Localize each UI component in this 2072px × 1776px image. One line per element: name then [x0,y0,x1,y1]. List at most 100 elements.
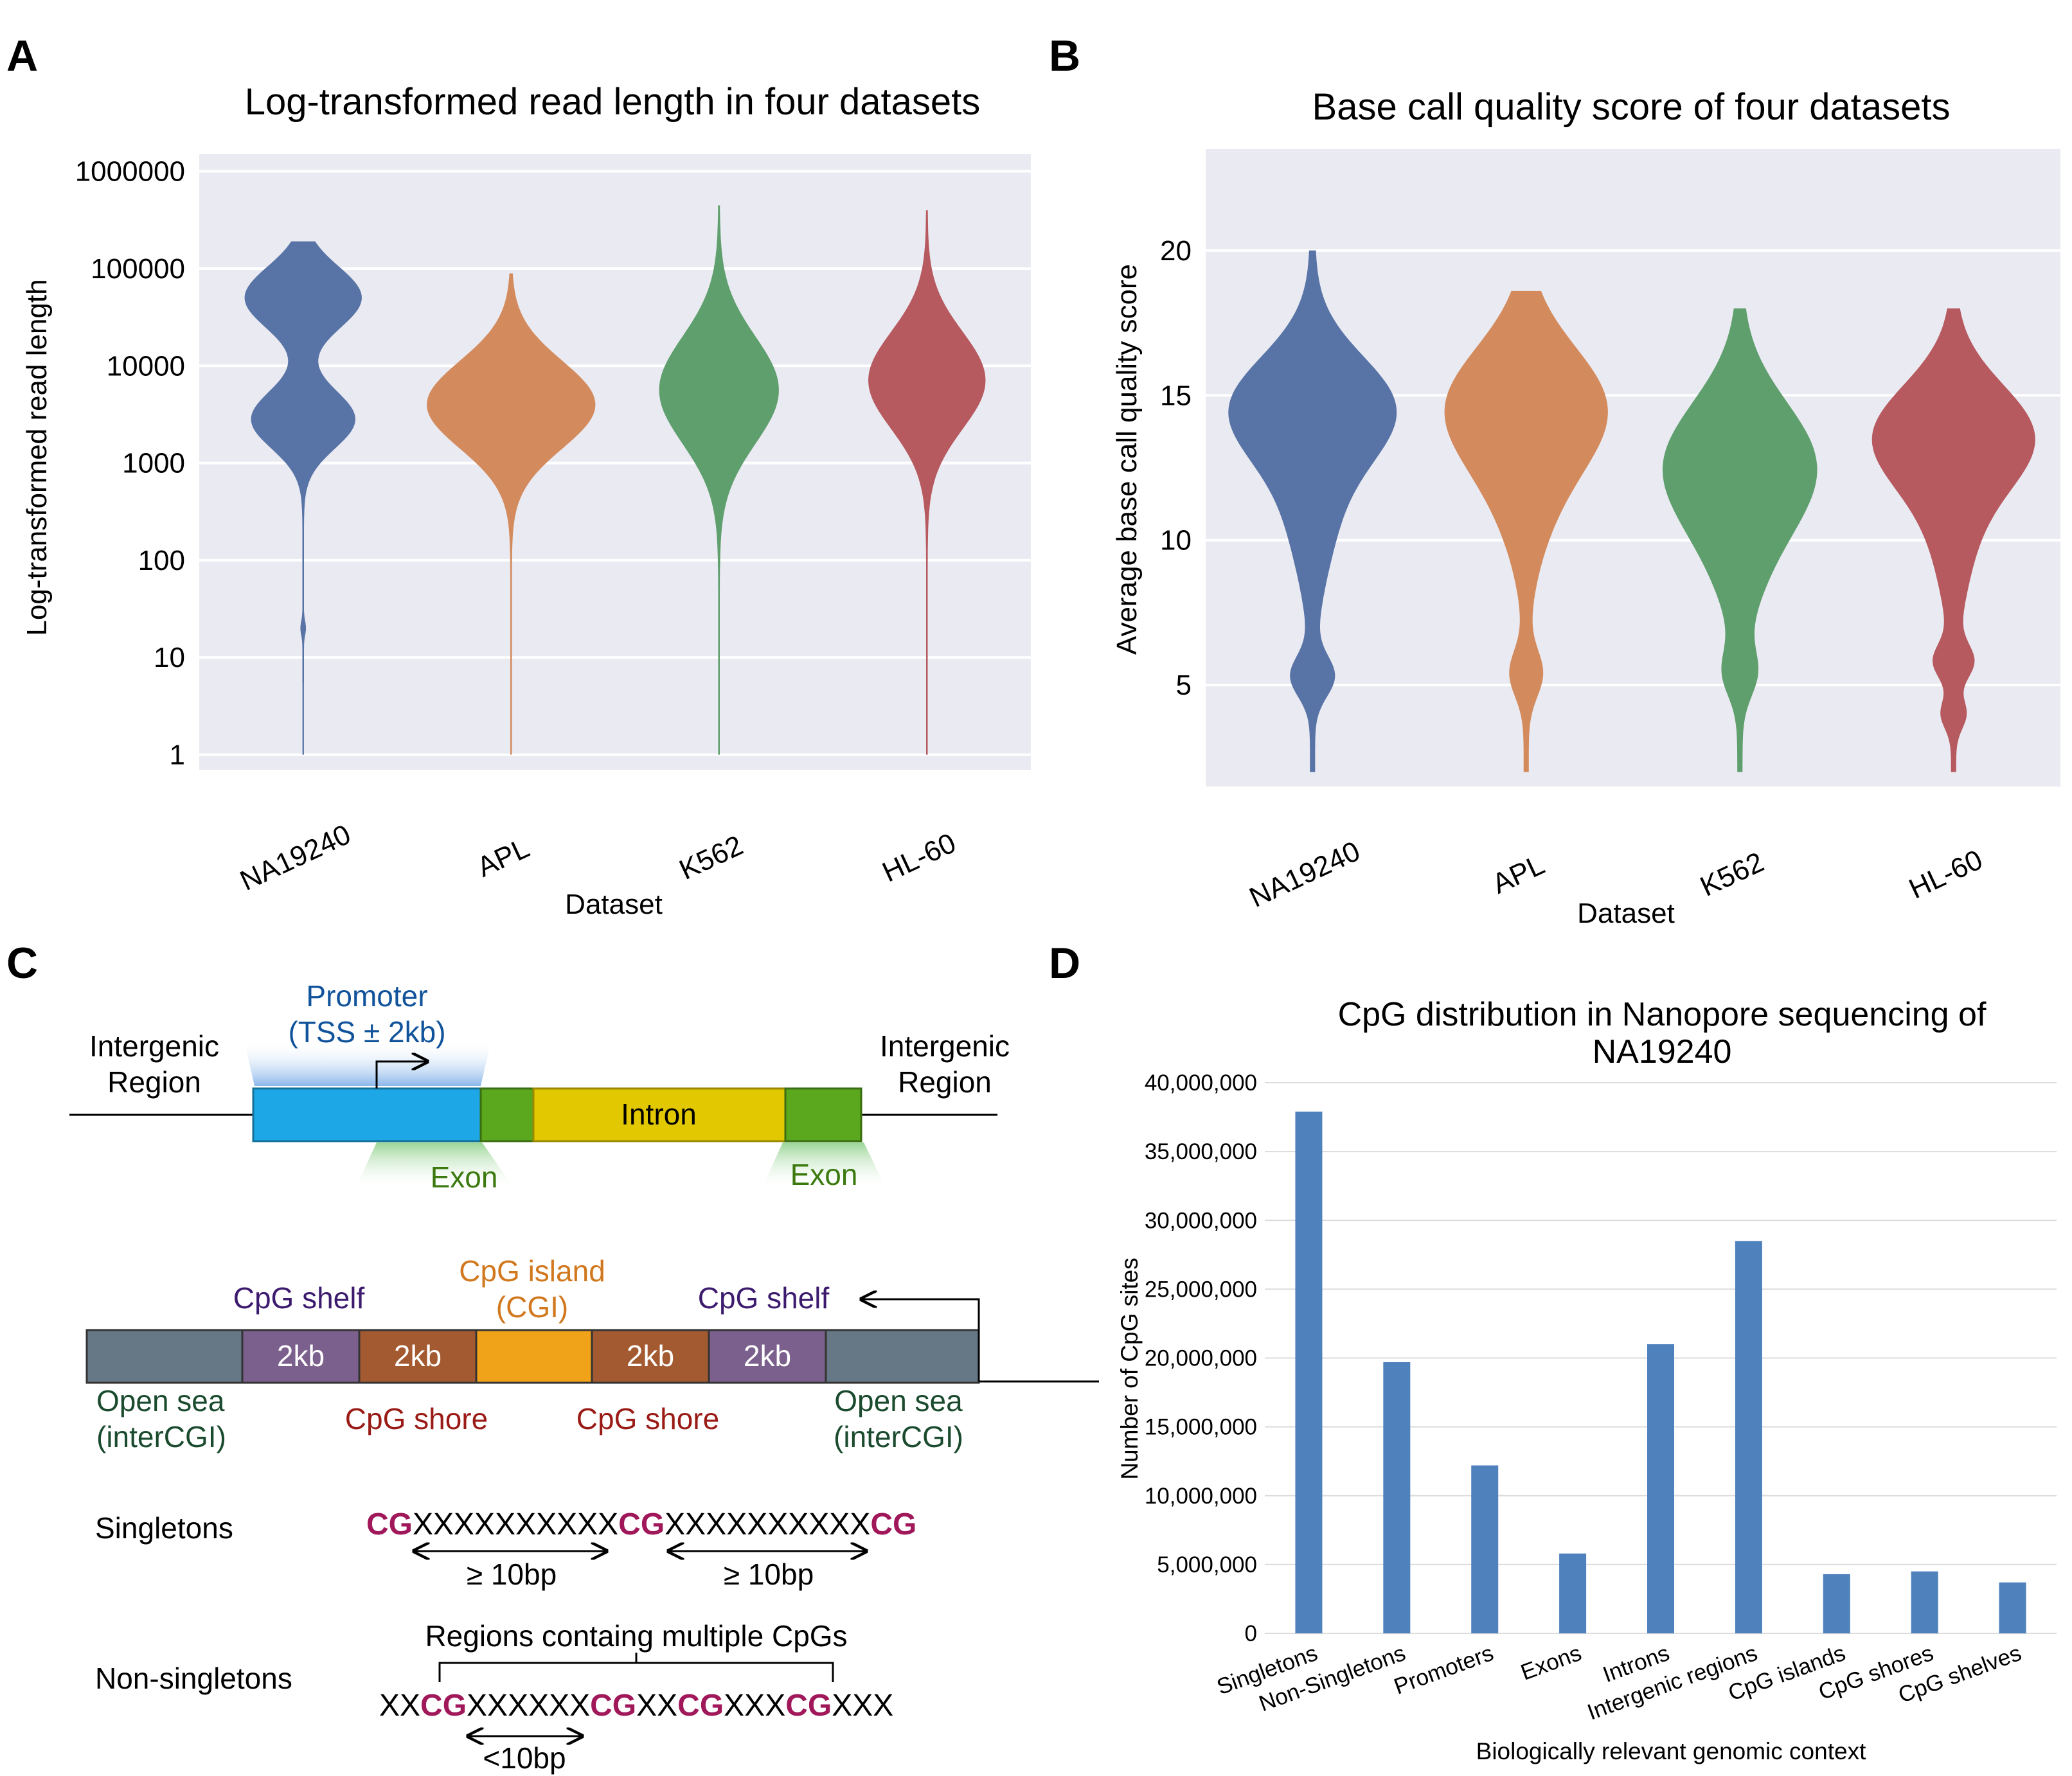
y-tick-label: 10 [154,642,185,673]
cg-dinucleotide: CG [366,1507,413,1541]
bar-singletons [1295,1111,1323,1633]
shelf-block-right [708,1329,827,1384]
intergenic-left-label-2: Region [107,1065,201,1099]
shore-right-2kb-label: 2kb [627,1339,674,1372]
chart-b-y-axis-label: Average base call quality score [1111,264,1143,655]
x-tick-label: NA19240 [1245,835,1365,914]
intron-label: Intron [621,1097,697,1131]
singletons-label: Singletons [95,1511,233,1545]
shelf-right-2kb-label: 2kb [744,1339,791,1372]
violin-na19240 [244,241,362,755]
shore-block-right [591,1329,710,1384]
chart-b-violins [1228,250,2035,772]
violin-k562 [1663,308,1817,772]
violin-hl-60 [868,210,986,755]
chart-d-title-line-2: NA19240 [1593,1033,1732,1070]
shore-left-label: CpG shore [345,1402,488,1435]
y-tick-label: 0 [1245,1621,1257,1646]
y-tick-label: 10 [1160,525,1192,556]
chart-b-title: Base call quality score of four datasets [1312,86,1951,128]
y-tick-label: 15,000,000 [1145,1415,1257,1440]
x-tick-label: NA19240 [235,819,355,897]
promoter-label-2: (TSS ± 2kb) [288,1015,445,1049]
x-tick-label: K562 [1695,846,1769,903]
open-sea-right-label-1: Open sea [834,1384,963,1417]
multi-region-label: Regions containg multiple CpGs [425,1619,847,1653]
sequence-filler: XXX [724,1689,785,1723]
x-tick-label: HL-60 [877,827,960,888]
gene-structure: Intergenic Region Intergenic Region Prom… [69,979,1010,1194]
x-tick-label: K562 [675,830,748,886]
exon-block-right [784,1087,862,1142]
bar-exons [1559,1553,1587,1633]
y-tick-label: 35,000,000 [1145,1139,1257,1164]
bar-cpg-islands [1823,1574,1850,1633]
promoter-glow [244,1041,491,1086]
y-tick-label: 20 [1160,235,1192,267]
open-sea-left-label-1: Open sea [96,1384,225,1417]
tss-arrow-icon-2 [861,1299,980,1381]
y-tick-label: 30,000,000 [1145,1208,1257,1233]
singleton-gap-label-right: ≥ 10bp [724,1558,814,1591]
chart-d-title-line-1: CpG distribution in Nanopore sequencing … [1338,996,1987,1033]
open-sea-right-label-2: (interCGI) [834,1420,963,1453]
panel-c: C Intergenic Region Intergenic Region Pr… [6,939,1099,1775]
island-label-2: (CGI) [496,1290,568,1324]
chart-a-x-axis-label: Dataset [565,889,663,920]
x-tick-label: HL-60 [1904,844,1987,905]
cg-dinucleotide: CG [870,1507,916,1541]
bar-intergenic-regions [1735,1241,1762,1633]
y-tick-label: 40,000,000 [1145,1070,1257,1096]
chart-d-y-ticks: 0 5,000,000 10,000,000 15,000,000 20,000,000… [1145,1070,1257,1646]
y-tick-label: 20,000,000 [1145,1346,1257,1371]
panel-label-a: A [6,31,38,80]
y-tick-label: 10000 [107,350,185,382]
exon-left-glow [355,1142,515,1190]
tss-arrow-icon [375,1061,427,1088]
bar-introns [1647,1344,1674,1633]
panel-d: D CpG distribution in Nanopore sequencin… [1049,939,2057,1764]
shelf-left-label: CpG shelf [233,1281,365,1315]
cg-dinucleotide: CG [420,1689,467,1723]
cg-dinucleotide: CG [677,1689,724,1723]
open-sea-block-left [85,1329,244,1384]
y-tick-label: 100000 [91,253,185,285]
x-tick-label: APL [1488,849,1550,900]
violin-k562 [659,205,779,755]
chart-b-x-axis-label: Dataset [1577,898,1675,929]
shore-right-label: CpG shore [576,1402,719,1435]
y-tick-label: 15 [1160,380,1192,411]
exon-left-label: Exon [431,1160,498,1194]
y-tick-label: 1000000 [75,156,185,188]
cpg-island-structure: CpG shelf CpG shelf CpG island (CGI) 2kb… [85,1254,1099,1453]
sequence-filler: XXXXXXXXXX [413,1507,618,1541]
chart-a-x-ticks: NA19240 APL K562 HL-60 [235,819,961,897]
non-singleton-sequence: XXCGXXXXXXCGXXCGXXXCGXXX [379,1689,893,1723]
exon-right-label: Exon [790,1158,858,1191]
y-tick-label: 1 [170,740,185,771]
intergenic-right-label-2: Region [898,1065,992,1099]
bar-cpg-shelves [1999,1582,2026,1633]
y-tick-label: 1000 [122,448,185,479]
panel-label-c: C [6,939,38,988]
y-tick-label: 100 [138,545,185,576]
intergenic-left-label-1: Intergenic [89,1029,219,1063]
singleton-sequence: CGXXXXXXXXXXCGXXXXXXXXXXCG [366,1507,916,1541]
y-tick-label: 10,000,000 [1145,1484,1257,1509]
open-sea-block-right [825,1329,980,1384]
y-tick-label: 5,000,000 [1157,1552,1257,1577]
sequence-filler: XX [379,1689,420,1723]
open-sea-left-label-2: (interCGI) [96,1420,226,1453]
island-label-1: CpG island [459,1254,605,1288]
panel-label-b: B [1049,31,1080,80]
cg-dinucleotide: CG [785,1689,832,1723]
x-tick-label: APL [472,832,534,884]
shelf-left-2kb-label: 2kb [277,1339,325,1372]
chart-d-x-axis-label: Biologically relevant genomic context [1476,1738,1866,1764]
exon-right-glow [761,1142,887,1190]
cg-dinucleotide: CG [618,1507,665,1541]
exon-block-left [479,1087,535,1142]
bar-non-singletons [1383,1362,1411,1633]
